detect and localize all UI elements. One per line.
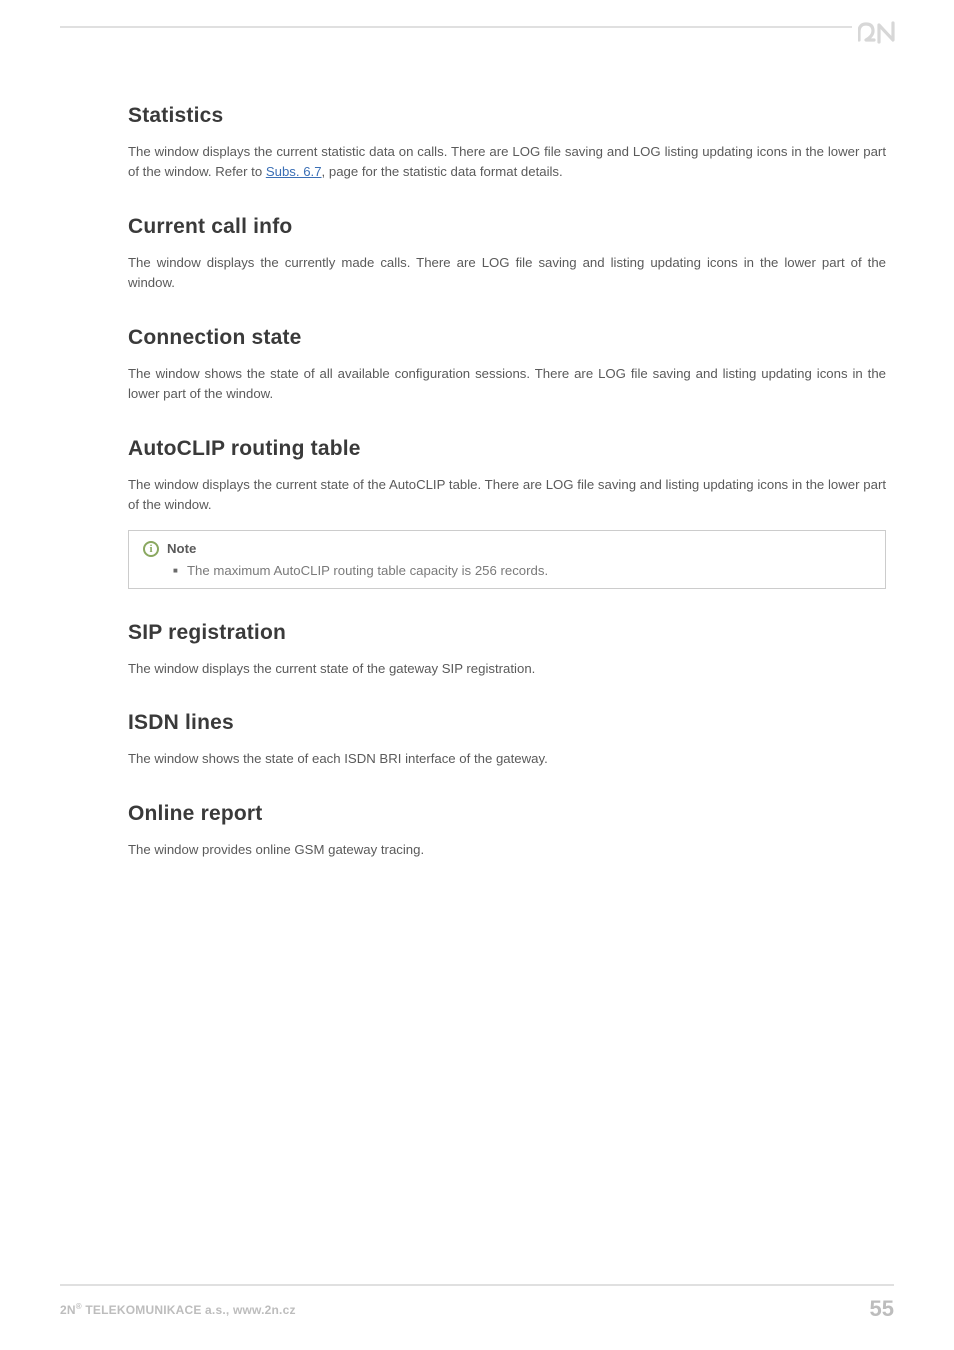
paragraph-isdn: The window shows the state of each ISDN …	[128, 749, 886, 769]
info-icon: i	[143, 541, 159, 557]
paragraph-sip: The window displays the current state of…	[128, 659, 886, 679]
footer-company-suffix: TELEKOMUNIKACE a.s., www.2n.cz	[82, 1303, 296, 1317]
paragraph-online: The window provides online GSM gateway t…	[128, 840, 886, 860]
heading-autoclip: AutoCLIP routing table	[128, 437, 886, 461]
heading-isdn: ISDN lines	[128, 711, 886, 735]
note-header: i Note	[143, 541, 871, 557]
paragraph-autoclip: The window displays the current state of…	[128, 475, 886, 516]
heading-sip: SIP registration	[128, 621, 886, 645]
footer-page-number: 55	[870, 1296, 894, 1322]
paragraph-current-call: The window displays the currently made c…	[128, 253, 886, 294]
note-bullet-list: The maximum AutoCLIP routing table capac…	[143, 563, 871, 578]
footer-company: 2N® TELEKOMUNIKACE a.s., www.2n.cz	[60, 1302, 296, 1317]
content-area: Statistics The window displays the curre…	[128, 104, 886, 866]
note-box: i Note The maximum AutoCLIP routing tabl…	[128, 530, 886, 589]
footer: 2N® TELEKOMUNIKACE a.s., www.2n.cz 55	[60, 1284, 894, 1322]
heading-statistics: Statistics	[128, 104, 886, 128]
brand-logo-icon	[852, 20, 896, 50]
heading-connection-state: Connection state	[128, 326, 886, 350]
note-bullet-item: The maximum AutoCLIP routing table capac…	[187, 563, 871, 578]
link-subs-6-7[interactable]: Subs. 6.7	[266, 164, 322, 179]
text-statistics-after: , page for the statistic data format det…	[322, 164, 563, 179]
footer-company-prefix: 2N	[60, 1303, 76, 1317]
page: Statistics The window displays the curre…	[0, 0, 954, 1350]
heading-current-call: Current call info	[128, 215, 886, 239]
paragraph-statistics: The window displays the current statisti…	[128, 142, 886, 183]
note-title: Note	[167, 541, 196, 556]
paragraph-connection-state: The window shows the state of all availa…	[128, 364, 886, 405]
heading-online: Online report	[128, 802, 886, 826]
header-rule	[60, 26, 894, 28]
